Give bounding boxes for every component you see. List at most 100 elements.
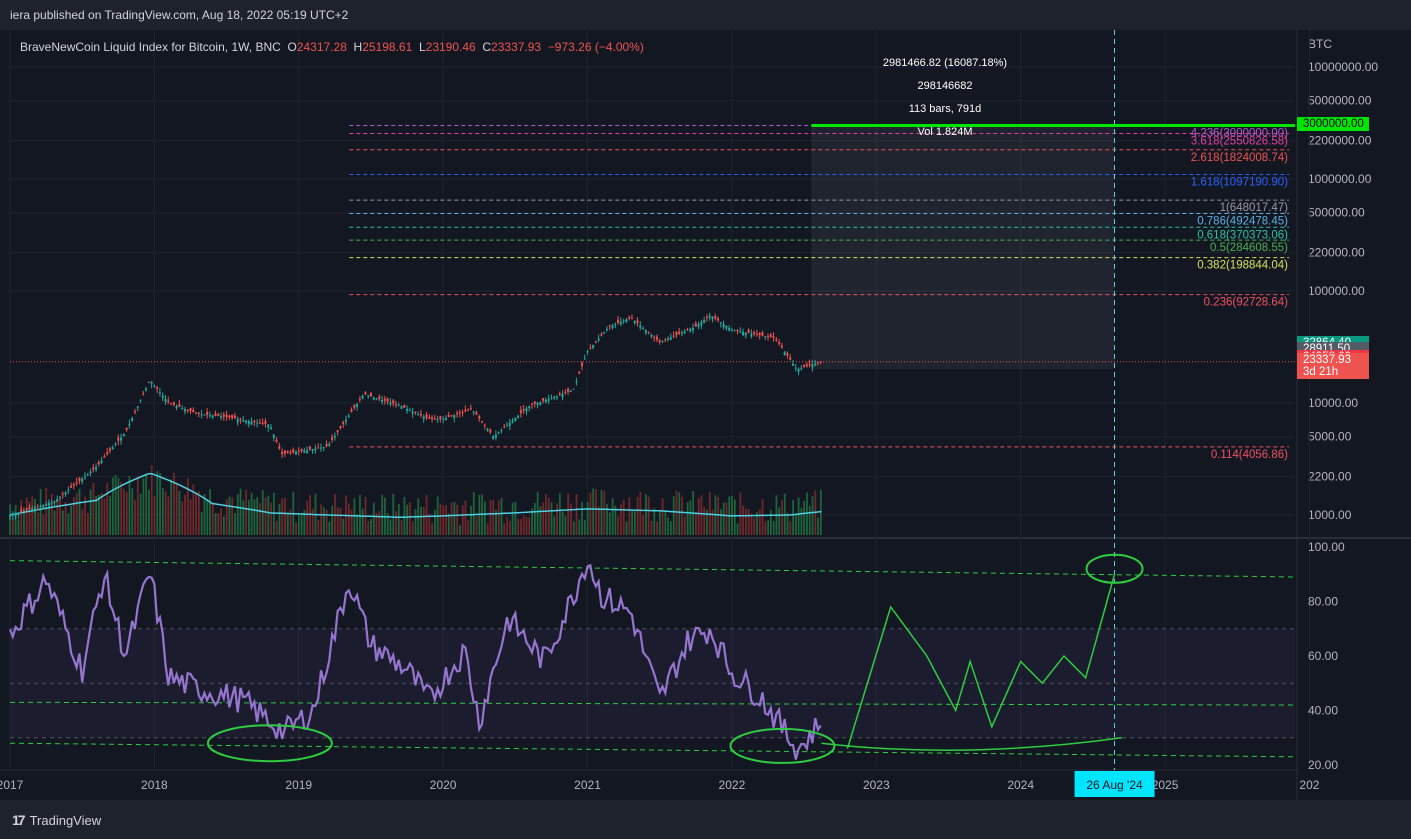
fib-level-label: 1(648017.47)	[1220, 202, 1289, 214]
candle-body	[364, 392, 367, 395]
candle-body	[372, 397, 375, 400]
measure-change: 2981466.82 (16087.18%) 298146682	[882, 57, 1008, 92]
volume-bar	[664, 510, 667, 535]
candle-body	[678, 331, 681, 334]
candle-body	[47, 503, 50, 506]
volume-bar	[103, 498, 106, 535]
volume-bar	[114, 475, 117, 535]
candle-body	[217, 414, 220, 417]
price-tick-label: 10000.00	[1308, 396, 1358, 410]
candle-body	[816, 362, 819, 364]
candle-body	[719, 322, 722, 324]
candle-body	[95, 467, 98, 470]
volume-bar	[242, 500, 245, 535]
price-tick-label: 1000000.00	[1308, 172, 1372, 186]
volume-bar	[456, 504, 459, 535]
volume-bar	[645, 494, 647, 535]
trend-guide-line	[9, 701, 1296, 706]
candle-body	[511, 420, 514, 423]
volume-bar	[597, 506, 600, 535]
candle-body	[717, 318, 720, 321]
candle-body	[317, 447, 320, 449]
volume-bar	[48, 501, 50, 535]
volume-bar	[725, 502, 728, 535]
volume-bar	[647, 496, 650, 535]
price-tick-label: 100000.00	[1308, 284, 1365, 298]
symbol-title[interactable]: BraveNewCoin Liquid Index for Bitcoin, 1…	[20, 40, 281, 54]
volume-bar	[159, 473, 161, 535]
tradingview-logo[interactable]: 17 TradingView	[12, 812, 101, 828]
high-value: 25198.61	[362, 40, 413, 54]
volume-bar	[520, 518, 522, 535]
volume-bar	[378, 511, 381, 535]
volume-bar	[811, 496, 814, 535]
candle-body	[711, 316, 714, 320]
volume-bar	[661, 498, 664, 535]
candle-body	[475, 412, 478, 415]
price-tick-label: 220000.00	[1308, 246, 1365, 260]
volume-bar	[353, 498, 356, 535]
candle-body	[106, 452, 109, 455]
candle-body	[22, 510, 25, 512]
volume-bar	[25, 497, 28, 535]
candle-body	[703, 319, 706, 323]
candle-body	[122, 434, 125, 437]
volume-bar	[142, 478, 145, 535]
crosshair-date-tag	[1074, 771, 1155, 797]
candle-body	[728, 327, 731, 331]
volume-bar	[156, 471, 159, 535]
fib-level-label: 0.114(4056.86)	[1211, 449, 1288, 461]
candle-body	[89, 471, 92, 474]
candle-body	[72, 483, 75, 486]
volume-bar	[747, 509, 750, 535]
candle-body	[730, 329, 733, 331]
price-tag: 23337.93 3d 21h	[1297, 352, 1369, 379]
volume-bar	[461, 505, 464, 535]
oscillator-tick-label: 40.00	[1308, 704, 1338, 718]
volume-bar	[531, 508, 533, 535]
candle-body	[267, 424, 270, 428]
volume-bar	[769, 510, 772, 535]
candle-body	[164, 398, 167, 402]
volume-bar	[261, 489, 264, 535]
candle-body	[14, 513, 17, 517]
volume-bar	[45, 488, 48, 535]
volume-bar	[336, 507, 339, 535]
volume-bar	[786, 512, 789, 535]
candle-body	[544, 399, 547, 403]
price-tick-label: 500000.00	[1308, 206, 1365, 220]
candle-body	[647, 332, 650, 334]
candle-body	[11, 514, 14, 516]
fib-level-label: 2.618(1824008.74)	[1191, 152, 1288, 164]
volume-bar	[689, 500, 692, 535]
close-label: C	[482, 40, 492, 54]
volume-bar	[286, 513, 289, 535]
volume-bar	[167, 496, 170, 535]
candle-body	[469, 408, 472, 410]
candle-body	[811, 364, 814, 368]
year-tick-label: 2024	[1007, 778, 1034, 792]
volume-bar	[547, 497, 550, 535]
volume-bar	[11, 518, 14, 535]
candle-body	[422, 416, 425, 420]
candle-body	[97, 462, 100, 465]
volume-bar	[278, 503, 281, 535]
volume-bar	[789, 521, 792, 535]
volume-bar	[420, 506, 422, 535]
volume-bar	[270, 502, 272, 535]
volume-bar	[570, 503, 572, 535]
year-tick-label: 2018	[141, 778, 168, 792]
candle-body	[153, 385, 156, 387]
volume-bar	[561, 511, 564, 535]
candle-body	[269, 427, 272, 430]
candle-body	[797, 368, 800, 372]
candle-body	[136, 406, 139, 408]
candle-body	[522, 409, 525, 411]
volume-bar	[656, 521, 658, 535]
volume-bar	[195, 492, 198, 535]
price-tick-label: 10000000.00	[1308, 60, 1378, 74]
candle-body	[517, 415, 520, 418]
fib-level-label: 0.786(492478.45)	[1197, 215, 1288, 227]
candle-body	[625, 319, 628, 323]
